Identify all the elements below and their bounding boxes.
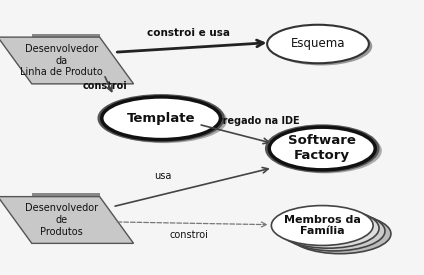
Ellipse shape <box>102 98 227 143</box>
Ellipse shape <box>270 128 382 174</box>
Ellipse shape <box>102 97 220 140</box>
Text: constroi e usa: constroi e usa <box>147 28 230 38</box>
Text: Desenvolvedor
de
Produtos: Desenvolvedor de Produtos <box>25 204 98 236</box>
Text: Esquema: Esquema <box>291 37 345 51</box>
Ellipse shape <box>289 214 391 254</box>
Ellipse shape <box>271 27 372 65</box>
Polygon shape <box>0 37 134 84</box>
Text: Carregado na IDE: Carregado na IDE <box>204 117 300 126</box>
Ellipse shape <box>99 96 223 141</box>
Polygon shape <box>0 197 134 243</box>
Ellipse shape <box>267 126 378 171</box>
Polygon shape <box>32 193 100 197</box>
Text: usa: usa <box>155 171 172 181</box>
Text: Desenvolvedor
da
Linha de Produto: Desenvolvedor da Linha de Produto <box>20 44 103 77</box>
Ellipse shape <box>271 206 373 245</box>
Ellipse shape <box>269 127 375 170</box>
Ellipse shape <box>277 208 379 248</box>
Ellipse shape <box>267 25 369 63</box>
Ellipse shape <box>283 211 385 251</box>
Text: Membros da
Família: Membros da Família <box>284 215 361 236</box>
Text: constroi: constroi <box>169 230 208 240</box>
Text: Template: Template <box>127 112 195 125</box>
Text: constroi: constroi <box>83 81 128 91</box>
Text: Software
Factory: Software Factory <box>288 134 356 163</box>
Polygon shape <box>32 34 100 37</box>
